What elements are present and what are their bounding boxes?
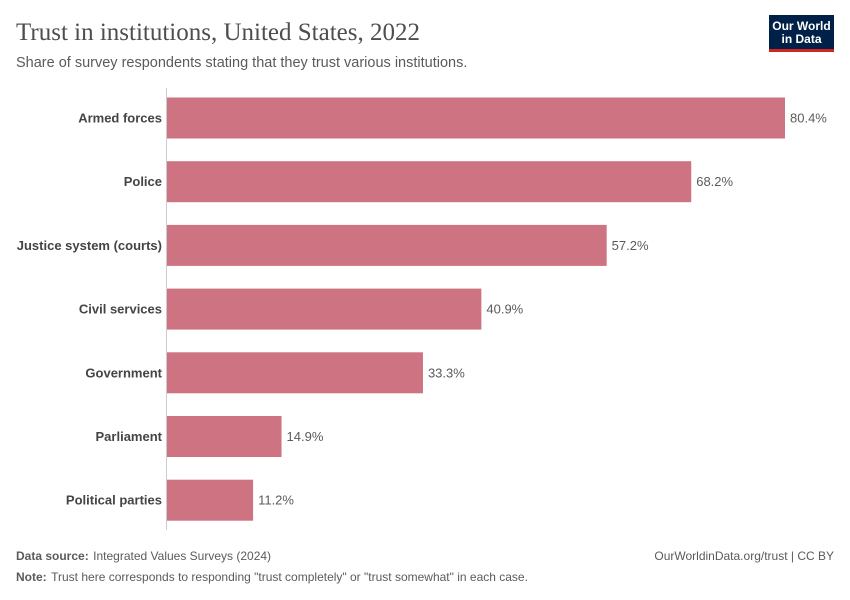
source-label: Data source: [16, 549, 89, 563]
bar [167, 161, 692, 203]
source-text: Integrated Values Surveys (2024) [93, 549, 271, 563]
chart-title: Trust in institutions, United States, 20… [16, 19, 420, 46]
category-label: Armed forces [78, 111, 162, 126]
category-label: Government [85, 365, 162, 380]
value-label: 68.2% [696, 174, 733, 189]
category-label: Parliament [96, 429, 163, 444]
bar [167, 288, 482, 330]
category-label: Justice system (courts) [17, 238, 162, 253]
category-label: Political parties [66, 493, 162, 508]
bar [167, 352, 423, 394]
category-label: Civil services [79, 302, 162, 317]
value-label: 40.9% [486, 302, 523, 317]
logo-text: in Data [781, 32, 821, 46]
source-url[interactable]: OurWorldinData.org/trust | CC BY [654, 549, 834, 563]
logo-underline [769, 49, 834, 52]
category-label: Police [124, 174, 162, 189]
logo-box [769, 15, 834, 49]
note-text: Trust here corresponds to responding "tr… [51, 570, 528, 584]
bar [167, 416, 282, 457]
note: Note: Trust here corresponds to respondi… [16, 568, 528, 585]
bar [167, 479, 254, 521]
note-label: Note: [16, 570, 47, 584]
chart-subtitle: Share of survey respondents stating that… [16, 55, 467, 71]
bar [167, 224, 607, 266]
logo[interactable]: Our World in Data [769, 15, 834, 52]
value-label: 57.2% [612, 238, 649, 253]
value-label: 80.4% [790, 111, 827, 126]
value-label: 14.9% [287, 429, 324, 444]
source: Data source: Integrated Values Surveys (… [16, 547, 271, 564]
logo-text: Our World [772, 19, 830, 33]
value-label: 11.2% [258, 493, 294, 508]
value-label: 33.3% [428, 365, 465, 380]
bar [167, 97, 785, 139]
